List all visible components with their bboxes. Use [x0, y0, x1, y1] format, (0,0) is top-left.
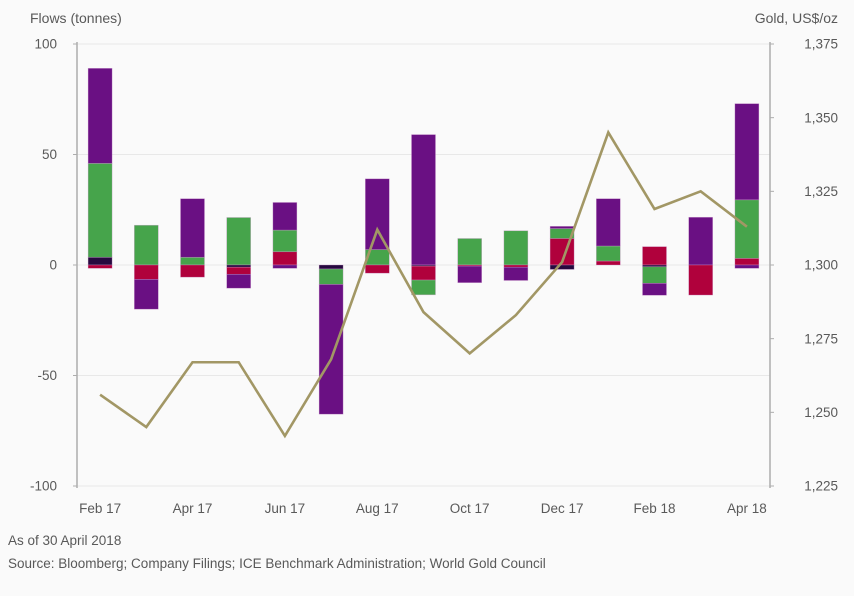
bar-segment-purple — [688, 216, 714, 266]
as-of-note: As of 30 April 2018 — [8, 533, 122, 548]
right-axis-tick-label: 1,225 — [804, 479, 838, 494]
bar-segment-purple — [180, 198, 205, 258]
bar-segment-dark — [318, 264, 344, 270]
bar-segment-crimson — [642, 246, 667, 266]
x-axis-label: Apr 18 — [727, 501, 767, 516]
bar-segment-dark — [87, 256, 113, 266]
bar-segment-crimson — [272, 251, 298, 266]
right-axis-tick-label: 1,275 — [804, 331, 838, 346]
bar-segment-purple — [411, 134, 436, 266]
bar-segment-crimson — [134, 264, 159, 280]
left-axis-title: Flows (tonnes) — [30, 10, 122, 26]
bar-segment-green — [134, 224, 159, 266]
bar-segment-crimson — [180, 264, 205, 278]
x-axis-label: Dec 17 — [541, 501, 584, 516]
bar-segment-green — [642, 266, 667, 284]
right-axis-tick-label: 1,250 — [804, 405, 838, 420]
bar-segment-purple — [734, 264, 760, 269]
bar-segment-green — [318, 268, 344, 285]
bar-segment-purple — [226, 273, 251, 289]
bar-segment-crimson — [688, 264, 714, 296]
bar-segment-purple — [642, 283, 667, 296]
bar-segment-green — [226, 217, 251, 266]
bar-segment-green — [457, 238, 483, 266]
bar-segment-purple — [549, 226, 575, 229]
right-axis-tick-label: 1,350 — [804, 110, 838, 125]
bar-segment-green — [180, 256, 205, 266]
bar-segment-purple — [457, 265, 483, 283]
bar-segment-crimson — [364, 264, 390, 274]
bar-segment-green — [411, 279, 436, 296]
bar-segment-crimson — [595, 260, 621, 266]
bar-segment-crimson — [503, 264, 529, 268]
left-axis-tick-label: -50 — [37, 368, 57, 383]
flows-gold-chart: Flows (tonnes) Gold, US$/oz 100 50 0 -50 -10… — [30, 10, 838, 516]
bar-segment-purple — [734, 103, 760, 201]
x-axis-label: Oct 17 — [450, 501, 490, 516]
bar-segment-crimson — [226, 266, 251, 275]
x-axis-label: Apr 17 — [173, 501, 213, 516]
bar-segment-crimson — [734, 258, 760, 266]
bar-segment-dark — [226, 264, 251, 268]
gold-price-line — [99, 129, 748, 439]
x-axis-label: Jun 17 — [265, 501, 306, 516]
x-axis-label: Feb 18 — [633, 501, 675, 516]
right-axis-title: Gold, US$/oz — [754, 10, 838, 26]
bar-segment-purple — [503, 266, 529, 281]
bar-segment-green — [87, 163, 113, 258]
left-axis-tick-label: 0 — [49, 258, 57, 273]
left-axis-tick-label: 50 — [42, 147, 57, 162]
left-axis-tick-label: -100 — [30, 479, 57, 494]
bar-segment-purple — [272, 202, 298, 231]
left-axis-tick-label: 100 — [34, 37, 57, 52]
bar-segment-purple — [364, 178, 390, 250]
bar-segment-green — [734, 199, 760, 259]
bar-segment-crimson — [87, 264, 113, 269]
bar-segment-purple — [87, 68, 113, 164]
bar-segment-green — [595, 245, 621, 262]
bar-segment-purple — [595, 198, 621, 247]
source-note: Source: Bloomberg; Company Filings; ICE … — [8, 556, 546, 571]
x-axis-label: Aug 17 — [356, 501, 399, 516]
x-axis-label: Feb 17 — [79, 501, 121, 516]
bar-segment-green — [272, 229, 298, 253]
bar-segment-dark — [549, 264, 575, 270]
chart-canvas: 100 50 0 -50 -100 1,375 1,350 1,325 1,300 1,275 1,… — [30, 37, 838, 516]
bar-segment-crimson — [411, 265, 436, 281]
right-axis-tick-label: 1,325 — [804, 184, 838, 199]
bar-segment-purple — [272, 264, 298, 269]
right-axis-tick-label: 1,375 — [804, 37, 838, 52]
bar-segment-green — [503, 230, 529, 266]
bar-segment-purple — [134, 279, 159, 310]
bar-segment-purple — [318, 284, 344, 415]
right-axis-tick-label: 1,300 — [804, 258, 838, 273]
